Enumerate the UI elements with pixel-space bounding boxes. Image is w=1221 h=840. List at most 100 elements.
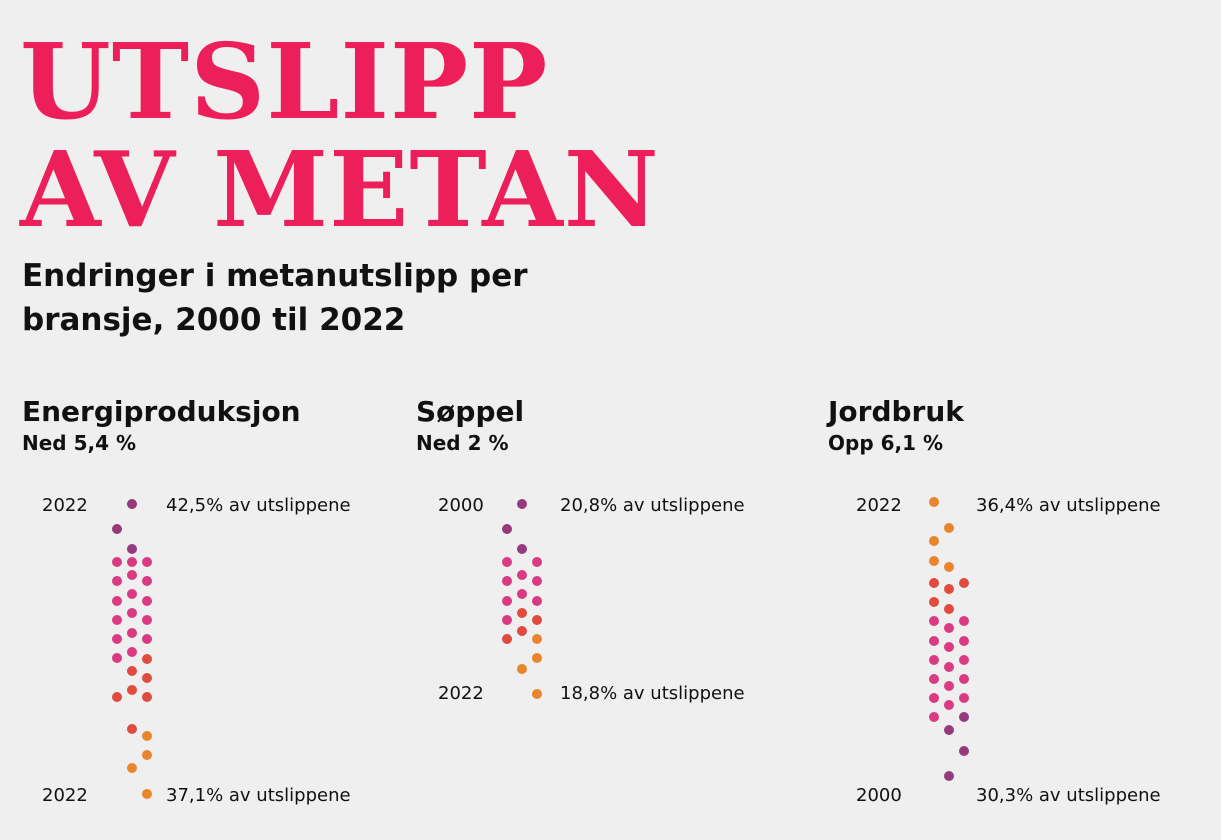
dot-marker xyxy=(929,712,939,722)
title-line-1: UTSLIPP xyxy=(20,20,549,143)
top-year-label: 2022 xyxy=(856,495,902,516)
dot-marker xyxy=(929,597,939,607)
dot-marker xyxy=(532,557,542,567)
panel-energiproduksjon: Energiproduksjon Ned 5,4 % 2022 42,5% av… xyxy=(22,395,402,835)
dot-marker xyxy=(517,589,527,599)
dot-stream xyxy=(929,497,969,781)
dot-marker xyxy=(142,615,152,625)
dot-stream xyxy=(112,499,152,799)
dot-marker xyxy=(532,596,542,606)
panel-change: Ned 5,4 % xyxy=(22,431,137,455)
dot-marker xyxy=(929,636,939,646)
dot-marker xyxy=(929,655,939,665)
dot-marker xyxy=(127,499,137,509)
dot-marker xyxy=(127,608,137,618)
dot-marker xyxy=(532,689,542,699)
top-share-label: 42,5% av utslippene xyxy=(166,495,351,516)
dot-marker xyxy=(112,634,122,644)
dot-marker xyxy=(142,789,152,799)
bottom-year-label: 2022 xyxy=(42,785,88,806)
dot-marker xyxy=(142,634,152,644)
subtitle-line-1: Endringer i metanutslipp per xyxy=(22,258,528,294)
dot-marker xyxy=(929,693,939,703)
dot-marker xyxy=(517,608,527,618)
panel-title: Jordbruk xyxy=(828,395,964,428)
dot-marker xyxy=(142,692,152,702)
panel-jordbruk: Jordbruk Opp 6,1 % 2022 36,4% av utslipp… xyxy=(828,395,1208,835)
dot-marker xyxy=(929,674,939,684)
dot-marker xyxy=(944,623,954,633)
dot-marker xyxy=(112,557,122,567)
dot-marker xyxy=(502,557,512,567)
dot-marker xyxy=(959,616,969,626)
dot-marker xyxy=(142,654,152,664)
dot-marker xyxy=(127,666,137,676)
dot-marker xyxy=(127,763,137,773)
dot-marker xyxy=(929,578,939,588)
dot-marker xyxy=(142,596,152,606)
dot-marker xyxy=(532,653,542,663)
top-year-label: 2000 xyxy=(438,495,484,516)
dot-marker xyxy=(944,771,954,781)
dot-marker xyxy=(959,655,969,665)
dot-marker xyxy=(142,673,152,683)
dot-marker xyxy=(929,616,939,626)
dot-marker xyxy=(944,642,954,652)
dot-marker xyxy=(112,653,122,663)
dot-marker xyxy=(944,725,954,735)
dot-marker xyxy=(112,576,122,586)
dot-marker xyxy=(127,647,137,657)
dot-marker xyxy=(929,556,939,566)
dot-marker xyxy=(944,584,954,594)
dot-marker xyxy=(112,692,122,702)
panel-soppel: Søppel Ned 2 % 2000 20,8% av utslippene … xyxy=(416,395,796,835)
dot-marker xyxy=(142,731,152,741)
dot-marker xyxy=(959,578,969,588)
panel-title: Energiproduksjon xyxy=(22,395,301,428)
dot-marker xyxy=(517,544,527,554)
bottom-share-label: 18,8% av utslippene xyxy=(560,683,745,704)
dot-marker xyxy=(142,750,152,760)
dot-marker xyxy=(517,499,527,509)
dot-marker xyxy=(127,544,137,554)
dot-marker xyxy=(127,557,137,567)
dot-marker xyxy=(944,662,954,672)
dot-marker xyxy=(944,523,954,533)
dot-marker xyxy=(142,557,152,567)
panel-title: Søppel xyxy=(416,395,525,428)
dot-marker xyxy=(959,693,969,703)
bottom-year-label: 2022 xyxy=(438,683,484,704)
panel-change: Opp 6,1 % xyxy=(828,431,944,455)
dot-marker xyxy=(112,596,122,606)
dot-marker xyxy=(502,615,512,625)
dot-marker xyxy=(127,724,137,734)
dot-marker xyxy=(127,589,137,599)
dot-marker xyxy=(944,604,954,614)
dot-marker xyxy=(517,664,527,674)
dot-marker xyxy=(517,570,527,580)
panel-change: Ned 2 % xyxy=(416,431,509,455)
dot-marker xyxy=(502,634,512,644)
dot-stream xyxy=(502,499,542,699)
subtitle-line-2: bransje, 2000 til 2022 xyxy=(22,302,406,338)
dot-marker xyxy=(517,626,527,636)
title-line-2: AV METAN xyxy=(20,128,660,251)
dot-marker xyxy=(929,536,939,546)
top-year-label: 2022 xyxy=(42,495,88,516)
dot-marker xyxy=(959,746,969,756)
top-share-label: 20,8% av utslippene xyxy=(560,495,745,516)
bottom-share-label: 37,1% av utslippene xyxy=(166,785,351,806)
dot-marker xyxy=(929,497,939,507)
dot-marker xyxy=(127,685,137,695)
bottom-year-label: 2000 xyxy=(856,785,902,806)
dot-marker xyxy=(142,576,152,586)
dot-marker xyxy=(944,562,954,572)
dot-marker xyxy=(112,615,122,625)
dot-marker xyxy=(127,628,137,638)
dot-marker xyxy=(502,524,512,534)
dot-marker xyxy=(532,615,542,625)
dot-marker xyxy=(959,636,969,646)
top-share-label: 36,4% av utslippene xyxy=(976,495,1161,516)
dot-marker xyxy=(127,570,137,580)
dot-marker xyxy=(532,634,542,644)
